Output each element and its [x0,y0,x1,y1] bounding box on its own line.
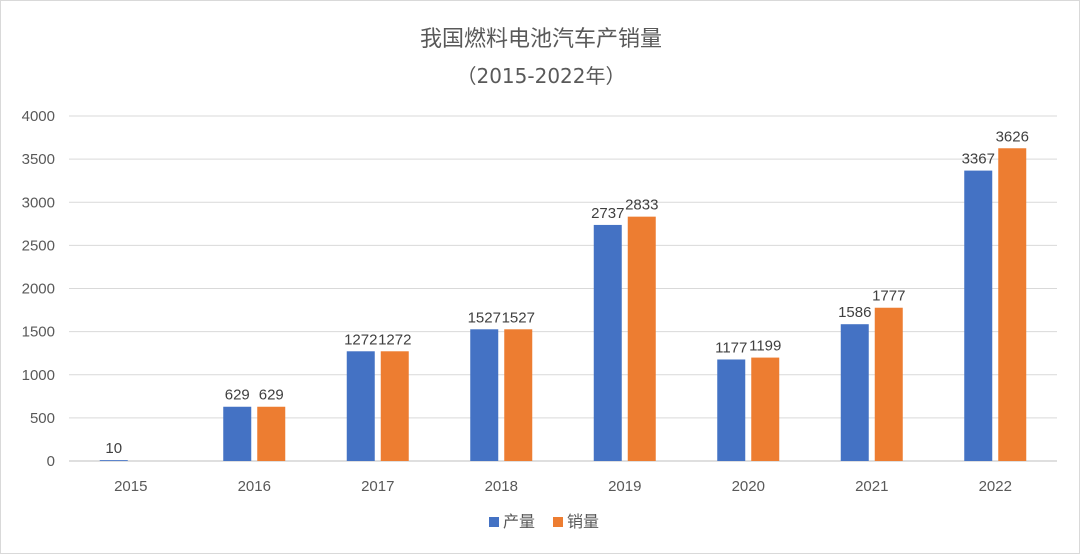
x-tick-label: 2020 [732,478,765,495]
data-labels: 10 629 629 1272 1272 1527 1527 2737 2833 1177 1199… [105,128,1029,457]
bar-production-2021 [840,324,869,461]
bar-sales-2018 [504,329,533,461]
data-label: 629 [225,387,250,404]
bar-sales-2017 [380,351,409,461]
data-label: 1527 [502,309,535,326]
data-label: 2833 [625,197,658,214]
x-tick-label: 2018 [485,478,518,495]
bar-sales-2021 [874,307,903,461]
y-tick-label: 1000 [22,367,55,384]
bar-production-2018 [470,329,499,461]
y-tick-label: 1500 [22,324,55,341]
bar-sales-2020 [751,357,780,461]
y-tick-label: 2000 [22,281,55,298]
data-label: 629 [259,387,284,404]
legend-label: 产量 [503,512,535,531]
y-tick-label: 0 [47,453,55,470]
bar-production-2022 [964,170,993,461]
bar-production-2017 [346,351,375,461]
data-label: 1177 [715,339,747,356]
data-label: 1272 [344,331,377,348]
legend-swatch [489,517,499,527]
bar-sales-2019 [627,216,656,461]
data-label: 1199 [749,338,781,355]
x-tick-label: 2019 [608,478,641,495]
x-axis-ticks: 2015 2016 2017 2018 2019 2020 2021 2022 [114,478,1012,495]
data-label: 1777 [872,288,905,305]
x-tick-label: 2022 [979,478,1012,495]
data-label: 2737 [591,205,624,222]
legend-swatch [553,517,563,527]
data-label: 1272 [378,331,411,348]
x-tick-label: 2016 [238,478,271,495]
chart-subtitle: （2015-2022年） [456,64,625,88]
bar-sales-2016 [257,406,286,461]
data-label: 1586 [838,304,871,321]
data-label: 10 [105,440,122,457]
data-label: 1527 [468,309,501,326]
gridlines [69,115,1057,462]
y-tick-label: 4000 [22,108,55,125]
bar-sales-2022 [998,148,1027,461]
x-tick-label: 2017 [361,478,394,495]
x-tick-label: 2015 [114,478,147,495]
x-tick-label: 2021 [855,478,888,495]
bar-production-2015 [99,460,128,461]
y-tick-label: 3500 [22,151,55,168]
legend: 产量 销量 [489,512,599,531]
y-tick-label: 500 [30,410,55,427]
data-label: 3626 [996,128,1029,145]
y-axis-ticks: 0 500 1000 1500 2000 2500 3000 3500 4000 [22,108,55,470]
y-tick-label: 3000 [22,194,55,211]
data-label: 3367 [962,151,995,168]
bar-production-2016 [223,406,252,461]
bars [99,148,1027,461]
y-tick-label: 2500 [22,237,55,254]
legend-label: 销量 [567,512,599,531]
bar-production-2019 [593,224,622,461]
chart-title: 我国燃料电池汽车产销量 [420,27,662,52]
bar-production-2020 [717,359,746,461]
